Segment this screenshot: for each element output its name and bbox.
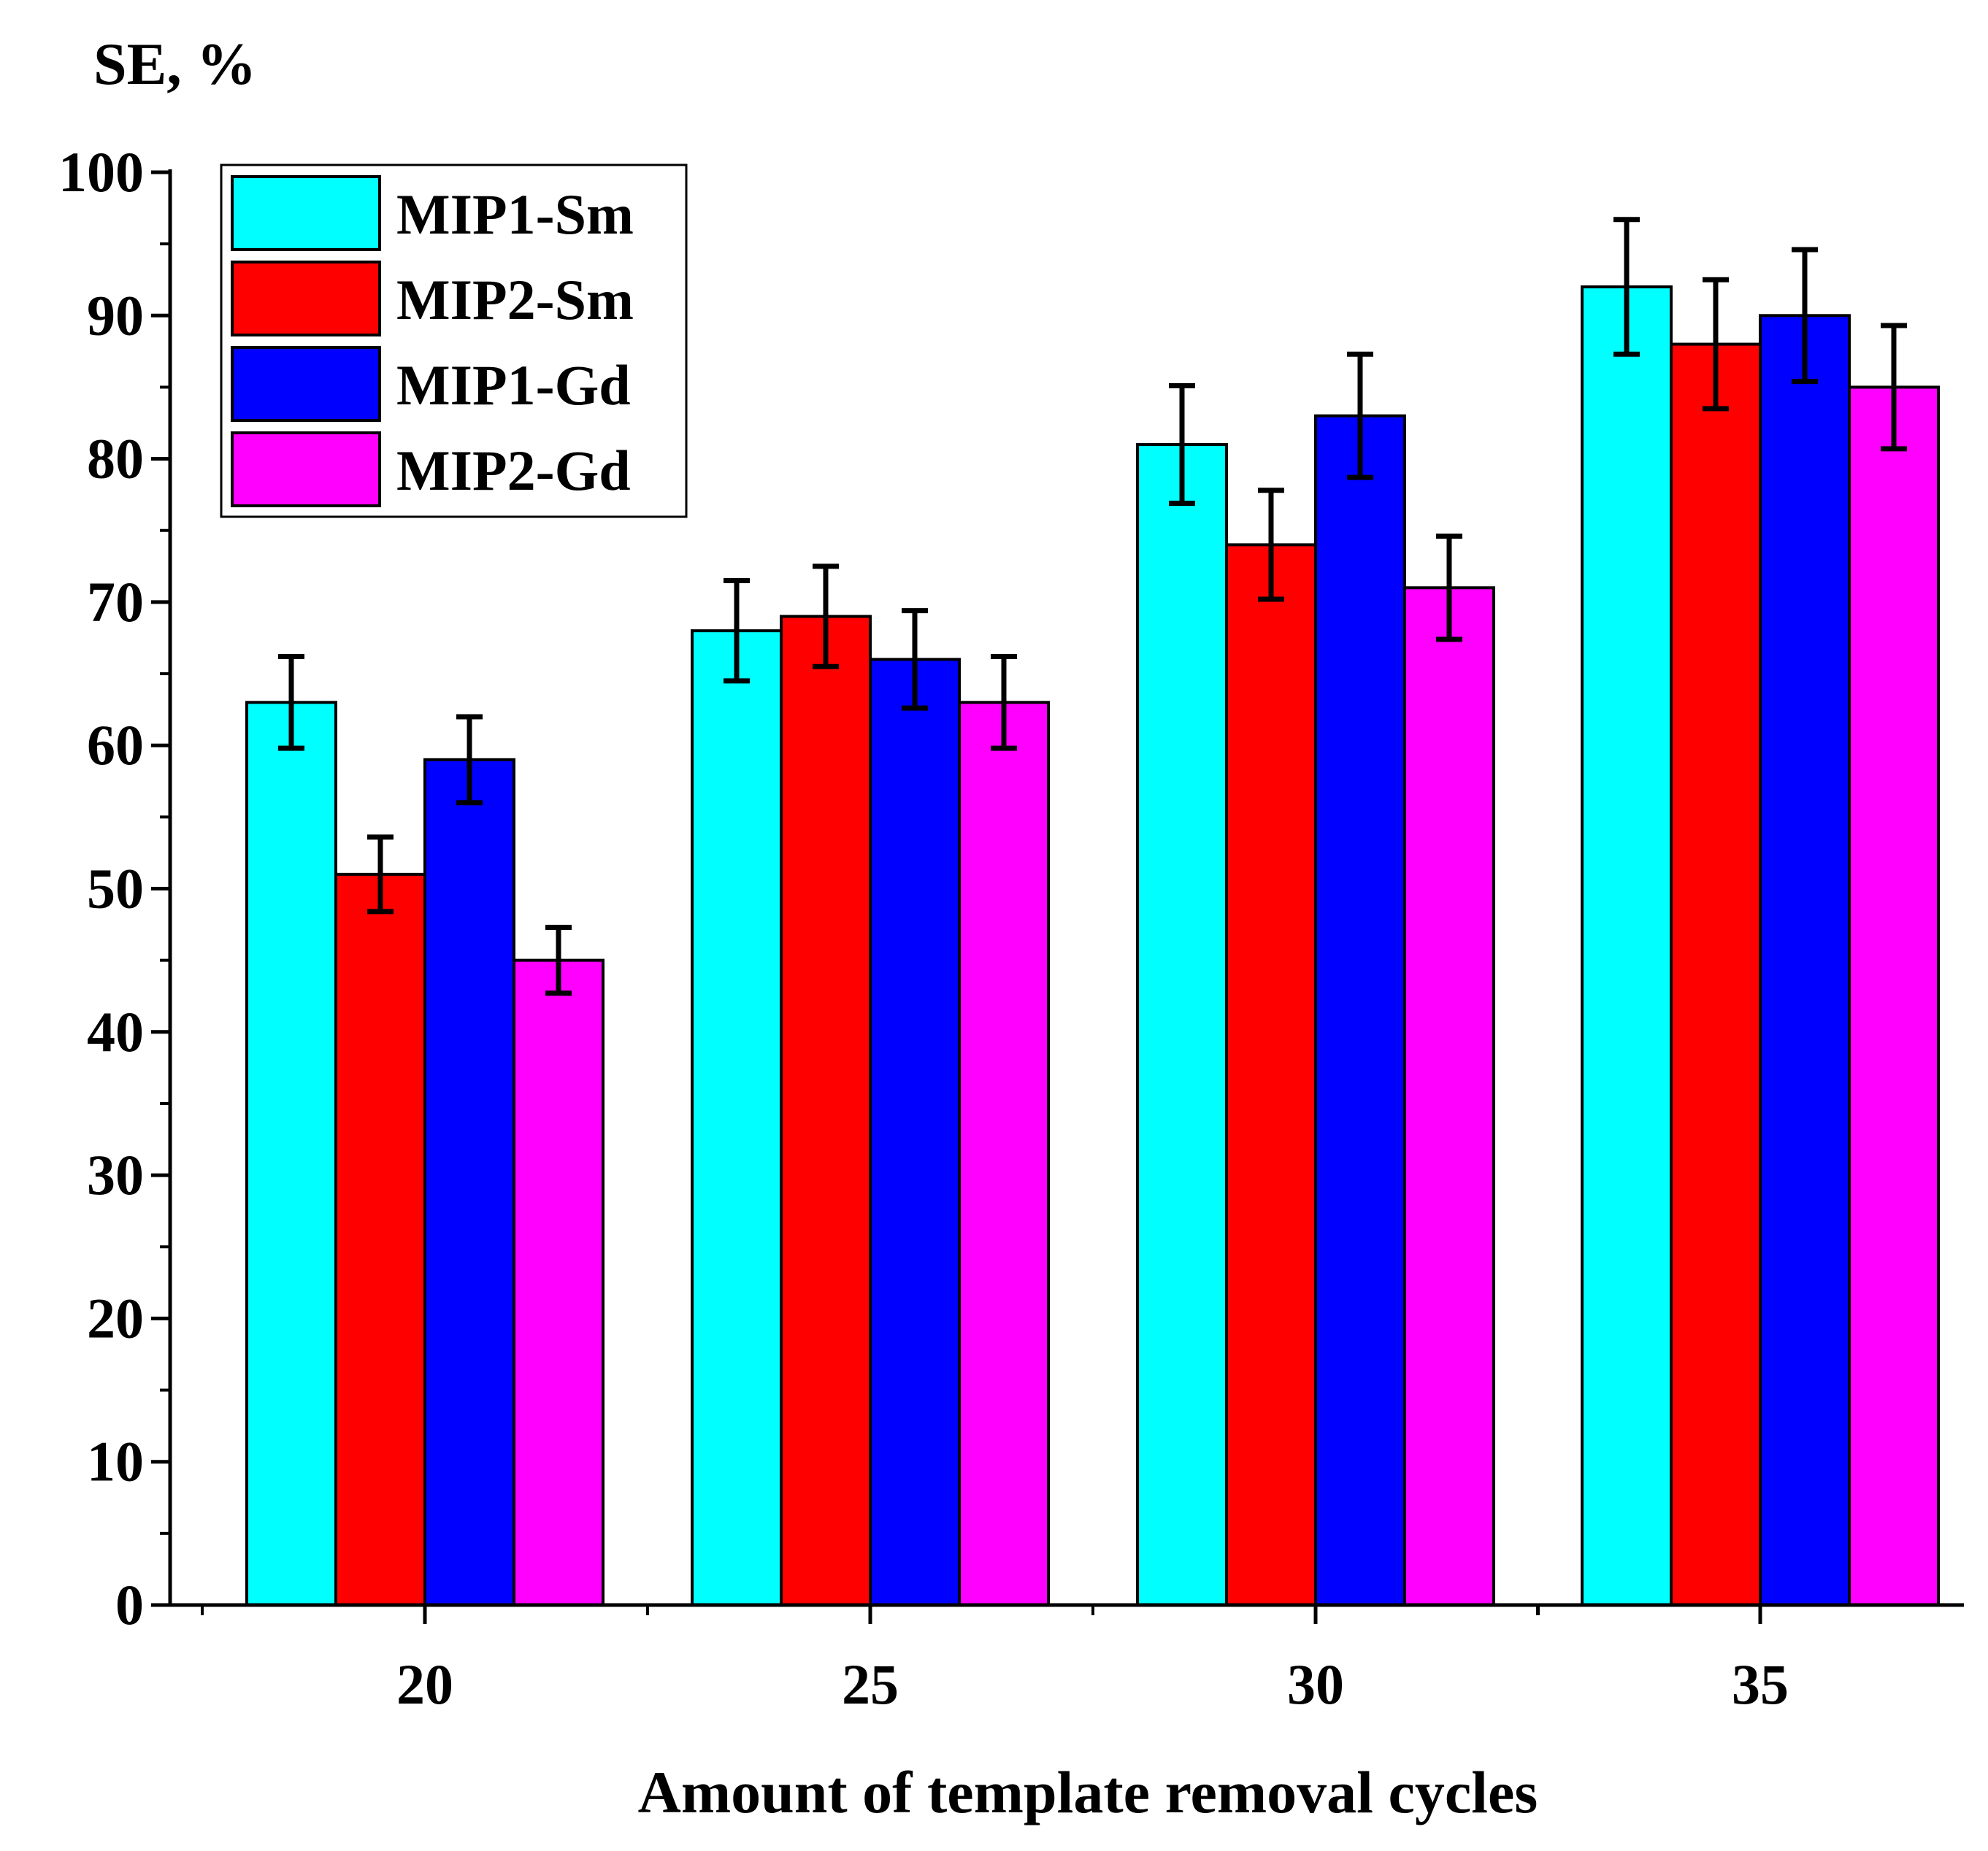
error-bar-mip1-gd-35 bbox=[1792, 247, 1818, 385]
error-bar-mip1-sm-20 bbox=[278, 653, 304, 751]
error-bar-mip1-gd-30 bbox=[1347, 351, 1373, 480]
legend-swatch-mip1-sm bbox=[231, 175, 381, 251]
y-tick-label: 0 bbox=[115, 1573, 144, 1636]
axes: 0 10 20 30 40 50 60 70 80 90 100 20 25 30 35 bbox=[58, 140, 1964, 1716]
bar-mip2-sm-35 bbox=[1670, 342, 1762, 1606]
bar-mip2-sm-30 bbox=[1225, 543, 1317, 1606]
bar-mip1-sm-30 bbox=[1136, 442, 1228, 1606]
error-bar-mip2-gd-25 bbox=[991, 653, 1017, 751]
error-bar-mip2-sm-25 bbox=[813, 563, 839, 669]
x-tick-label: 30 bbox=[1287, 1652, 1344, 1716]
bar-mip2-sm-25 bbox=[780, 615, 872, 1606]
y-tick-label: 90 bbox=[87, 283, 144, 347]
bar-mip2-gd-25 bbox=[958, 701, 1050, 1606]
error-bar-mip1-sm-25 bbox=[724, 577, 750, 684]
legend-label-mip1-sm: MIP1-Sm bbox=[396, 182, 634, 246]
y-tick-label: 30 bbox=[87, 1143, 144, 1207]
y-axis-label: SE, % bbox=[93, 31, 256, 97]
bar-mip2-gd-35 bbox=[1848, 385, 1940, 1607]
bar-mip1-gd-20 bbox=[423, 758, 515, 1606]
x-tick-label: 35 bbox=[1732, 1652, 1789, 1716]
y-tick-label: 60 bbox=[87, 713, 144, 777]
y-tick-label: 10 bbox=[87, 1430, 144, 1493]
bar-mip1-gd-35 bbox=[1759, 314, 1851, 1606]
legend: MIP1-Sm MIP2-Sm MIP1-Gd MIP2-Gd bbox=[220, 163, 688, 518]
legend-label-mip2-gd: MIP2-Gd bbox=[396, 439, 631, 502]
x-tick-label: 25 bbox=[842, 1652, 899, 1716]
y-tick-label: 100 bbox=[58, 140, 144, 204]
bar-mip2-gd-20 bbox=[513, 958, 605, 1606]
error-bar-mip1-sm-30 bbox=[1169, 382, 1195, 506]
plot-area bbox=[245, 217, 1940, 1607]
legend-label-mip1-gd: MIP1-Gd bbox=[396, 353, 631, 417]
legend-label-mip2-sm: MIP2-Sm bbox=[396, 268, 634, 331]
bar-mip1-gd-30 bbox=[1314, 414, 1406, 1607]
bar-mip1-sm-25 bbox=[691, 629, 783, 1606]
legend-swatch-mip2-sm bbox=[231, 261, 381, 336]
y-tick-label: 20 bbox=[87, 1286, 144, 1350]
error-bar-mip1-gd-20 bbox=[456, 714, 483, 806]
x-tick-label: 20 bbox=[396, 1652, 453, 1716]
bar-mip2-gd-30 bbox=[1403, 586, 1495, 1606]
y-tick-label: 80 bbox=[87, 427, 144, 490]
error-bar-mip1-sm-35 bbox=[1613, 217, 1640, 357]
bar-mip1-sm-35 bbox=[1581, 285, 1673, 1606]
error-bar-mip2-sm-30 bbox=[1258, 488, 1284, 602]
bar-mip2-sm-20 bbox=[334, 872, 426, 1606]
error-bar-mip2-gd-20 bbox=[545, 925, 572, 996]
legend-swatch-mip2-gd bbox=[231, 431, 381, 507]
y-tick-label: 70 bbox=[87, 570, 144, 634]
x-axis-label: Amount of template removal cycles bbox=[638, 1759, 1538, 1825]
y-tick-label: 50 bbox=[87, 857, 144, 920]
error-bar-mip2-sm-20 bbox=[367, 834, 394, 915]
error-bar-mip2-gd-30 bbox=[1436, 534, 1462, 642]
legend-swatch-mip1-gd bbox=[231, 346, 381, 422]
error-bar-mip2-gd-35 bbox=[1881, 323, 1907, 452]
y-tick-label: 40 bbox=[87, 1000, 144, 1063]
error-bar-mip1-gd-25 bbox=[902, 608, 928, 711]
bar-mip1-gd-25 bbox=[869, 658, 961, 1606]
bar-mip1-sm-20 bbox=[245, 701, 337, 1606]
error-bar-mip2-sm-35 bbox=[1703, 277, 1729, 412]
